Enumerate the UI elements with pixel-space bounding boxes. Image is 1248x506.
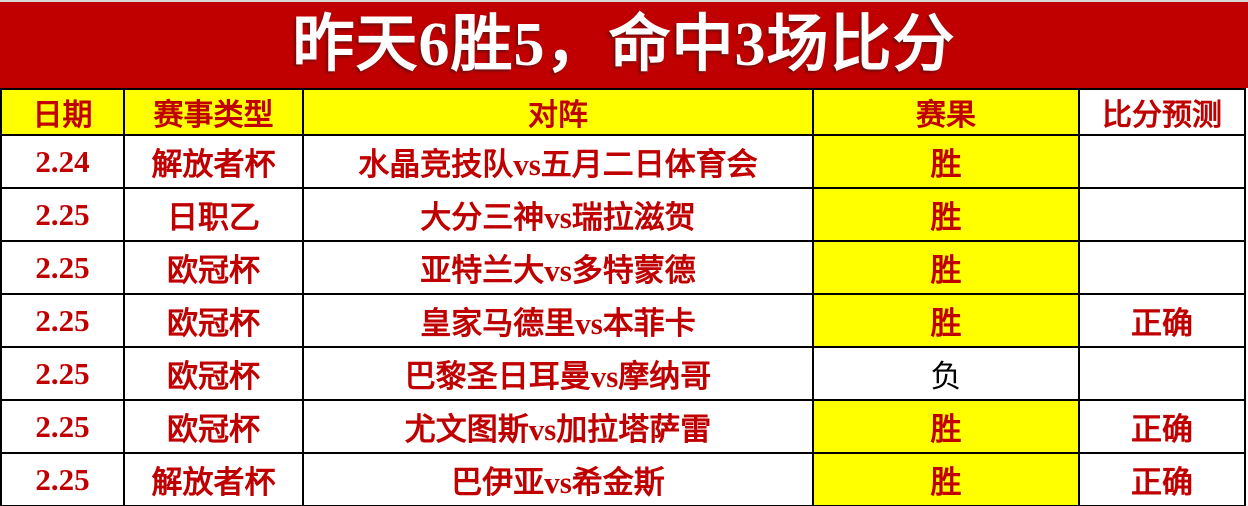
table-row: 2.25 日职乙 大分三神vs瑞拉滋贺 胜 (0, 187, 1246, 242)
cell-result: 胜 (812, 187, 1080, 242)
results-table-body: 2.24 解放者杯 水晶竞技队vs五月二日体育会 胜 2.25 日职乙 大分三神… (0, 134, 1246, 506)
table-row: 2.25 欧冠杯 皇家马德里vs本菲卡 胜 正确 (0, 293, 1246, 348)
cell-match: 大分三神vs瑞拉滋贺 (302, 187, 814, 242)
cell-date: 2.25 (0, 346, 125, 401)
cell-league: 解放者杯 (123, 134, 304, 189)
table-row: 2.25 欧冠杯 巴黎圣日耳曼vs摩纳哥 负 (0, 346, 1246, 401)
banner-title: 昨天6胜5，命中3场比分 (292, 11, 956, 79)
column-header-result: 赛果 (812, 88, 1080, 136)
cell-result: 胜 (812, 293, 1080, 348)
cell-match: 巴黎圣日耳曼vs摩纳哥 (302, 346, 814, 401)
cell-match: 亚特兰大vs多特蒙德 (302, 240, 814, 295)
cell-league: 欧冠杯 (123, 240, 304, 295)
column-header-league: 赛事类型 (123, 88, 304, 136)
cell-date: 2.25 (0, 293, 125, 348)
column-header-match: 对阵 (302, 88, 814, 136)
table-row: 2.25 欧冠杯 亚特兰大vs多特蒙德 胜 (0, 240, 1246, 295)
column-header-date: 日期 (0, 88, 125, 136)
cell-league: 欧冠杯 (123, 293, 304, 348)
cell-prediction (1078, 240, 1246, 295)
cell-league: 日职乙 (123, 187, 304, 242)
table-row: 2.25 欧冠杯 尤文图斯vs加拉塔萨雷 胜 正确 (0, 399, 1246, 454)
cell-result: 胜 (812, 240, 1080, 295)
cell-match: 皇家马德里vs本菲卡 (302, 293, 814, 348)
cell-prediction (1078, 187, 1246, 242)
cell-prediction: 正确 (1078, 452, 1246, 506)
cell-prediction: 正确 (1078, 399, 1246, 454)
cell-date: 2.25 (0, 452, 125, 506)
cell-date: 2.24 (0, 134, 125, 189)
cell-league: 欧冠杯 (123, 399, 304, 454)
cell-result: 胜 (812, 452, 1080, 506)
cell-result: 胜 (812, 134, 1080, 189)
cell-league: 解放者杯 (123, 452, 304, 506)
cell-match: 尤文图斯vs加拉塔萨雷 (302, 399, 814, 454)
cell-prediction (1078, 134, 1246, 189)
cell-prediction: 正确 (1078, 293, 1246, 348)
header-row: 日期 赛事类型 对阵 赛果 比分预测 (0, 88, 1246, 136)
cell-result: 胜 (812, 399, 1080, 454)
cell-match: 巴伊亚vs希金斯 (302, 452, 814, 506)
header-banner: 昨天6胜5，命中3场比分 (0, 0, 1248, 88)
cell-date: 2.25 (0, 187, 125, 242)
table-row: 2.25 解放者杯 巴伊亚vs希金斯 胜 正确 (0, 452, 1246, 506)
column-header-prediction: 比分预测 (1078, 88, 1246, 136)
cell-result: 负 (812, 346, 1080, 401)
cell-date: 2.25 (0, 240, 125, 295)
cell-date: 2.25 (0, 399, 125, 454)
cell-prediction (1078, 346, 1246, 401)
table-row: 2.24 解放者杯 水晶竞技队vs五月二日体育会 胜 (0, 134, 1246, 189)
results-table-header: 日期 赛事类型 对阵 赛果 比分预测 (0, 88, 1246, 136)
cell-match: 水晶竞技队vs五月二日体育会 (302, 134, 814, 189)
cell-league: 欧冠杯 (123, 346, 304, 401)
results-table: 日期 赛事类型 对阵 赛果 比分预测 2.24 解放者杯 水晶竞技队vs五月二日… (0, 88, 1246, 506)
